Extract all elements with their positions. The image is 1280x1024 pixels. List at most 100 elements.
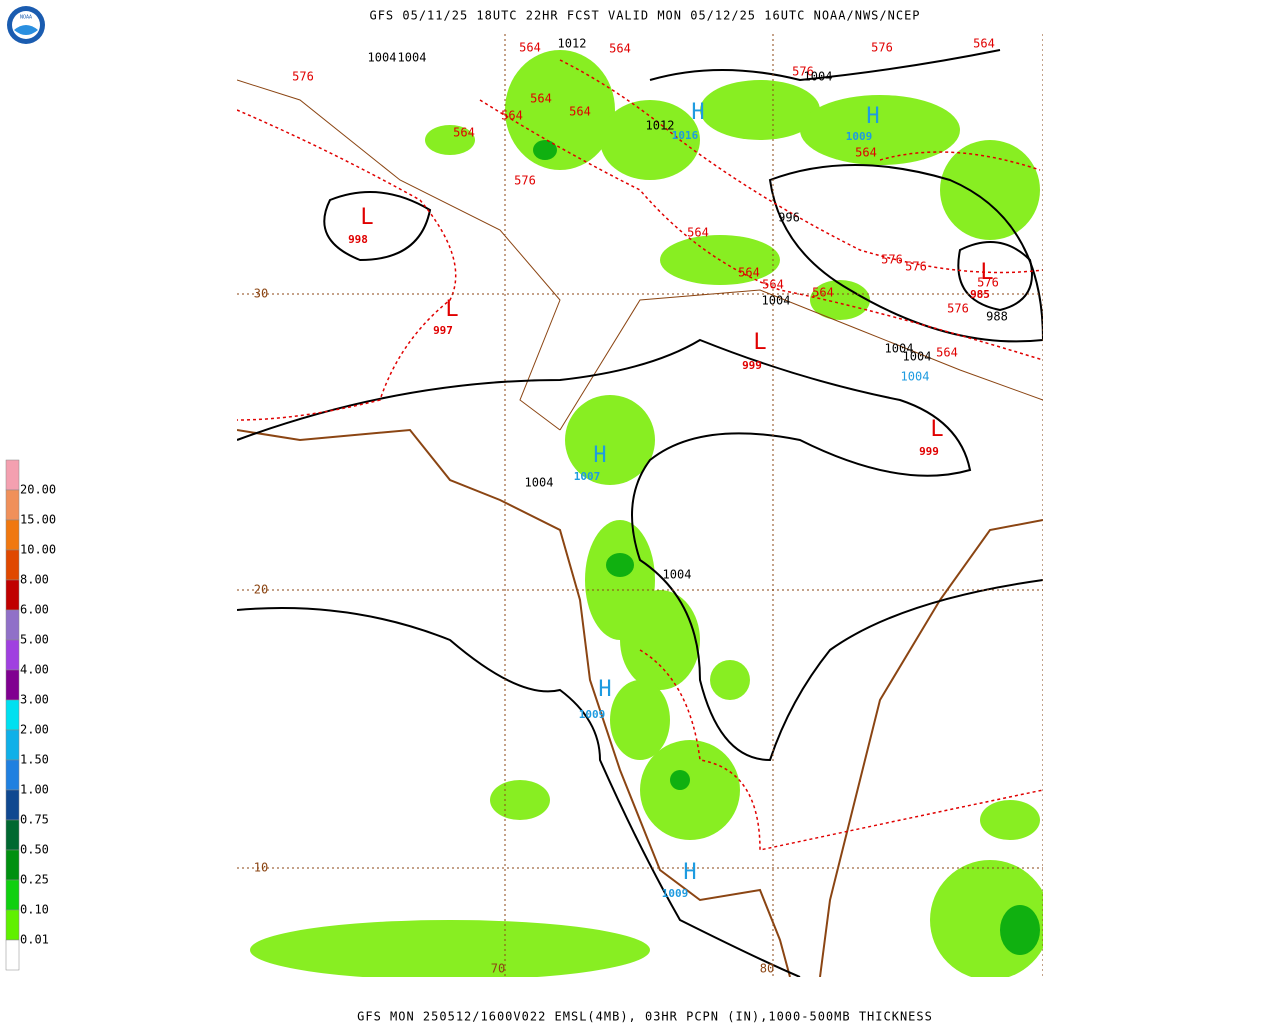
contour-label: 576 [905,260,927,274]
contour-label: 576 [977,276,999,290]
legend-swatch [5,639,20,671]
logo-wave [14,25,38,35]
legend-swatch [5,759,20,791]
center-value: 1016 [672,129,699,142]
contour-label: 988 [986,310,1008,324]
center-symbol: L [930,417,943,442]
contour-label: 564 [812,286,834,300]
legend-swatch [5,879,20,911]
contour-label: 576 [292,70,314,84]
center-symbol: H [691,100,704,125]
contour-label: 1012 [646,119,675,133]
center-symbol: H [866,104,879,129]
lat-label: 10 [254,861,268,875]
contour-label: 576 [947,302,969,316]
isobars [237,49,1043,977]
contour-label: 564 [530,92,552,106]
contour-label: 1004 [804,70,833,84]
legend-label: 0.10 [20,903,49,917]
legend-swatch [5,519,20,551]
contour-label: 564 [519,41,541,55]
legend-label: 0.50 [20,843,49,857]
contour-label: 564 [453,126,475,140]
legend-swatch [5,819,20,851]
contour-label: 564 [501,109,523,123]
graticule [237,34,1043,977]
lon-label: 80 [760,962,774,976]
legend-label: 5.00 [20,633,49,647]
legend-label: 1.00 [20,783,49,797]
legend-swatch [5,849,20,881]
center-value: 1009 [579,708,606,721]
contour-label: 564 [687,226,709,240]
legend-label: 3.00 [20,693,49,707]
legend-swatch [5,909,20,941]
center-symbol: L [445,297,458,322]
contour-label: 564 [762,278,784,292]
center-value: 1009 [846,130,873,143]
contour-label: 576 [514,174,536,188]
center-symbol: L [753,330,766,355]
contour-label: 576 [792,65,814,79]
contour-label: 1004 [885,342,914,356]
contour-label: 1004 [903,350,932,364]
contour-label: 564 [609,42,631,56]
center-value: 998 [348,233,368,246]
contour-label: 564 [738,266,760,280]
logo-text: NOAA [20,15,32,21]
precip-areas [250,50,1043,977]
legend-swatch [5,549,20,581]
legend: 20.00 15.00 10.00 8.00 6.00 5.00 4.00 3.00 2.00 1… [5,459,56,971]
legend-swatch [5,729,20,761]
legend-label: 0.01 [20,933,49,947]
legend-swatch [5,939,20,971]
legend-swatch [5,579,20,611]
lon-label: 70 [491,962,505,976]
center-value: 1009 [662,887,689,900]
map-title: GFS 05/11/25 18UTC 22HR FCST VALID MON 0… [369,9,920,23]
center-value: 1007 [574,470,601,483]
center-symbol: H [598,677,611,702]
legend-swatch [5,669,20,701]
center-value: 985 [970,288,990,301]
legend-label: 1.50 [20,753,49,767]
contour-label: 1004 [901,370,930,384]
legend-label: 10.00 [20,543,56,557]
contour-label: 564 [569,105,591,119]
contour-label: 1004 [762,294,791,308]
contour-label: 576 [871,41,893,55]
legend-swatch [5,489,20,521]
center-symbol: H [683,860,696,885]
contour-label: 564 [936,346,958,360]
legend-label: 4.00 [20,663,49,677]
contour-label: 1004 [398,51,427,65]
legend-swatch [5,459,20,491]
contour-label: 1004 [525,476,554,490]
map-caption: GFS MON 250512/1600V022 EMSL(4MB), 03HR … [357,1010,933,1024]
legend-label: 0.75 [20,813,49,827]
contour-label: 564 [855,146,877,160]
center-symbol: L [980,260,993,285]
contour-label: 564 [973,37,995,51]
legend-label: 20.00 [20,483,56,497]
center-value: 997 [433,324,453,337]
legend-swatch [5,609,20,641]
lat-label: 30 [254,287,268,301]
borders [237,79,1043,431]
contour-label: 996 [778,211,800,225]
legend-label: 0.25 [20,873,49,887]
contour-label: 576 [881,253,903,267]
map-area [237,34,1043,977]
legend-label: 8.00 [20,573,49,587]
legend-label: 2.00 [20,723,49,737]
contour-label: 1004 [368,51,397,65]
legend-swatch [5,789,20,821]
center-symbol: L [360,205,373,230]
contour-label: 1012 [558,37,587,51]
legend-label: 15.00 [20,513,56,527]
lat-label: 20 [254,583,268,597]
legend-label: 6.00 [20,603,49,617]
center-value: 999 [742,359,762,372]
